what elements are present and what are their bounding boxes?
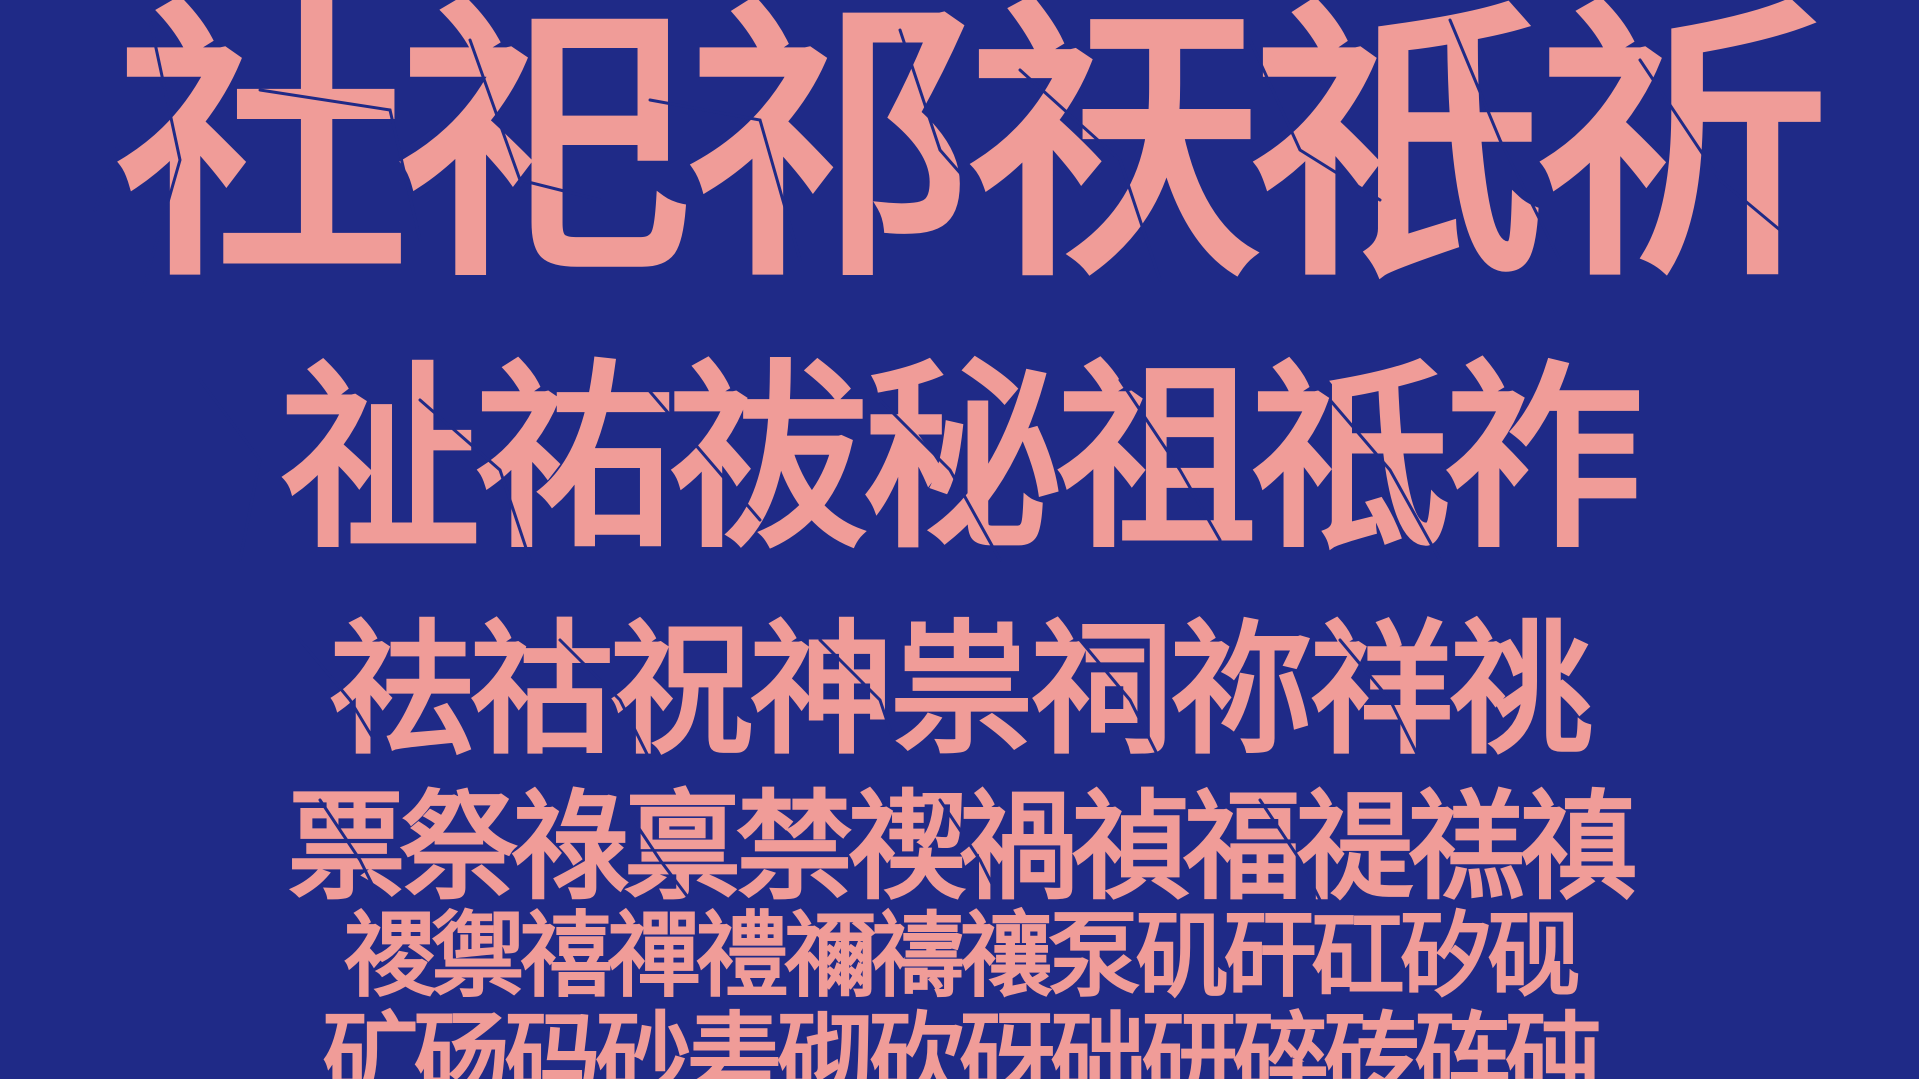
glyph-row-3: 祛祜祝神祟祠祢祥祧	[329, 606, 1593, 774]
glyph-row-6: 矿砀码砂砉砌砍砑础研碎砖砗砘	[322, 1002, 1602, 1079]
glyph-row-5: 禝禦禧禪禮禰禱禳泵矶矸矼矽砚	[343, 902, 1581, 1010]
glyph-row-2: 祉祐祓秘祖祗祚	[280, 343, 1644, 576]
glyph-row-4: 票祭祿禀禁禊禍禎福禔禚禛	[287, 778, 1637, 916]
glyph-row-1: 社祀祁祆祇祈	[116, 0, 1828, 316]
